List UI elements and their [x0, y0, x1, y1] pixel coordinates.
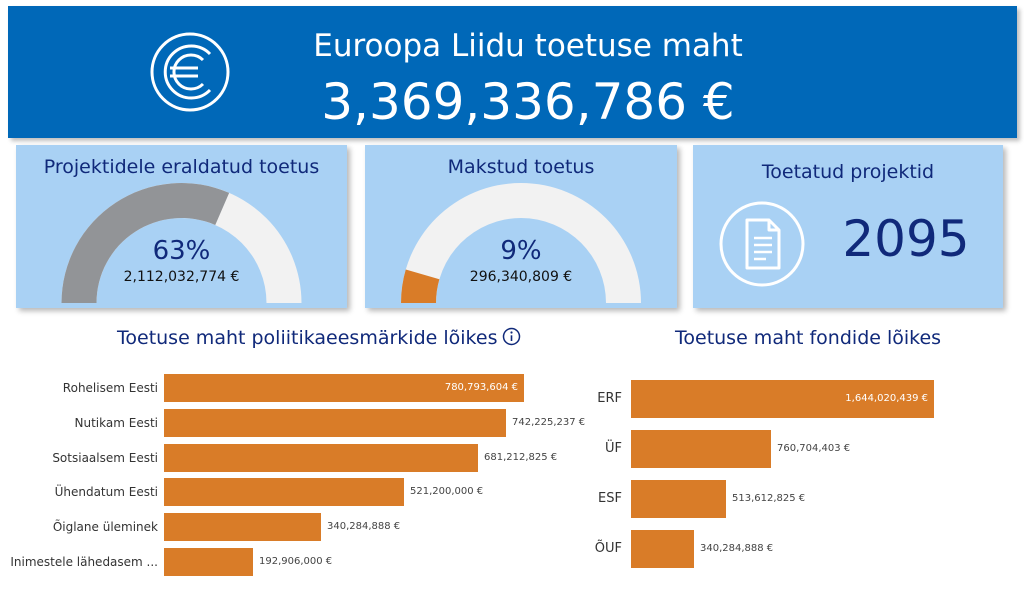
bar-label: Ühendatum Eesti: [54, 485, 158, 500]
header-title: Euroopa Liidu toetuse maht: [313, 28, 743, 64]
bar-label: ERF: [597, 391, 622, 406]
bar-value-label: 192,906,000 €: [259, 556, 333, 567]
bar-label: Nutikam Eesti: [74, 415, 158, 430]
paid-card[interactable]: Makstud toetus 9% 296,340,809 €: [365, 145, 677, 308]
allocated-gauge-fill: [61, 182, 230, 303]
bar[interactable]: [631, 430, 771, 468]
bar[interactable]: [164, 443, 478, 472]
bar[interactable]: [164, 374, 524, 402]
bar-label: Sotsiaalsem Eesti: [52, 450, 158, 465]
paid-amount: 296,340,809 €: [469, 269, 573, 285]
paid-percent: 9%: [500, 236, 542, 266]
euro-coin-icon: [150, 32, 230, 112]
bar-value-label: 340,284,888 €: [700, 543, 774, 554]
bar-value-label: 1,644,020,439 €: [845, 393, 928, 404]
bar[interactable]: [631, 530, 694, 568]
bar-value-label: 513,612,825 €: [732, 493, 806, 504]
bar-value-label: 780,793,604 €: [444, 382, 518, 393]
bar[interactable]: [164, 478, 404, 507]
policy-chart-title: Toetuse maht poliitikaeesmärkide lõikes: [117, 326, 521, 350]
header-banner: Euroopa Liidu toetuse maht 3,369,336,786…: [8, 6, 1017, 138]
bar-label: ÜF: [605, 441, 622, 456]
paid-gauge-fill: [401, 269, 440, 303]
header-amount: 3,369,336,786 €: [321, 73, 735, 131]
allocated-card[interactable]: Projektidele eraldatud toetus 63% 2,112,…: [16, 145, 347, 308]
allocated-amount: 2,112,032,774 €: [123, 269, 240, 285]
allocated-gauge: [61, 182, 302, 303]
bar-value-label: 681,212,825 €: [484, 451, 558, 463]
bar-value-label: 760,704,403 €: [777, 443, 851, 454]
bar[interactable]: [164, 408, 506, 437]
fund-chart-title: Toetuse maht fondide lõikes: [675, 327, 942, 349]
document-icon: [719, 201, 805, 287]
projects-card-title: Toetatud projektid: [761, 161, 935, 183]
bar-label: Inimestele lähedasem ...: [10, 555, 158, 569]
bar-label: Õiglane üleminek: [52, 520, 158, 535]
paid-card-title: Makstud toetus: [447, 156, 595, 178]
bar-label: ÕUF: [594, 541, 622, 556]
projects-card[interactable]: Toetatud projektid 2095: [693, 145, 1003, 308]
allocated-percent: 63%: [152, 236, 211, 266]
projects-count: 2095: [842, 210, 970, 268]
paid-gauge-track: [401, 183, 641, 303]
bar-value-label: 521,200,000 €: [410, 486, 484, 498]
bar[interactable]: [631, 380, 934, 418]
bar[interactable]: [164, 548, 253, 576]
info-icon[interactable]: [502, 327, 521, 346]
bar-value-label: 742,225,237 €: [512, 416, 586, 428]
bar-label: ESF: [598, 491, 622, 506]
bar-label: Rohelisem Eesti: [62, 381, 158, 395]
bar-value-label: 340,284,888 €: [327, 521, 401, 533]
bar[interactable]: [631, 480, 726, 518]
allocated-card-title: Projektidele eraldatud toetus: [43, 156, 320, 178]
paid-gauge: [401, 183, 641, 303]
policy-chart-title-text: Toetuse maht poliitikaeesmärkide lõikes: [117, 327, 498, 349]
bar[interactable]: [164, 513, 321, 542]
